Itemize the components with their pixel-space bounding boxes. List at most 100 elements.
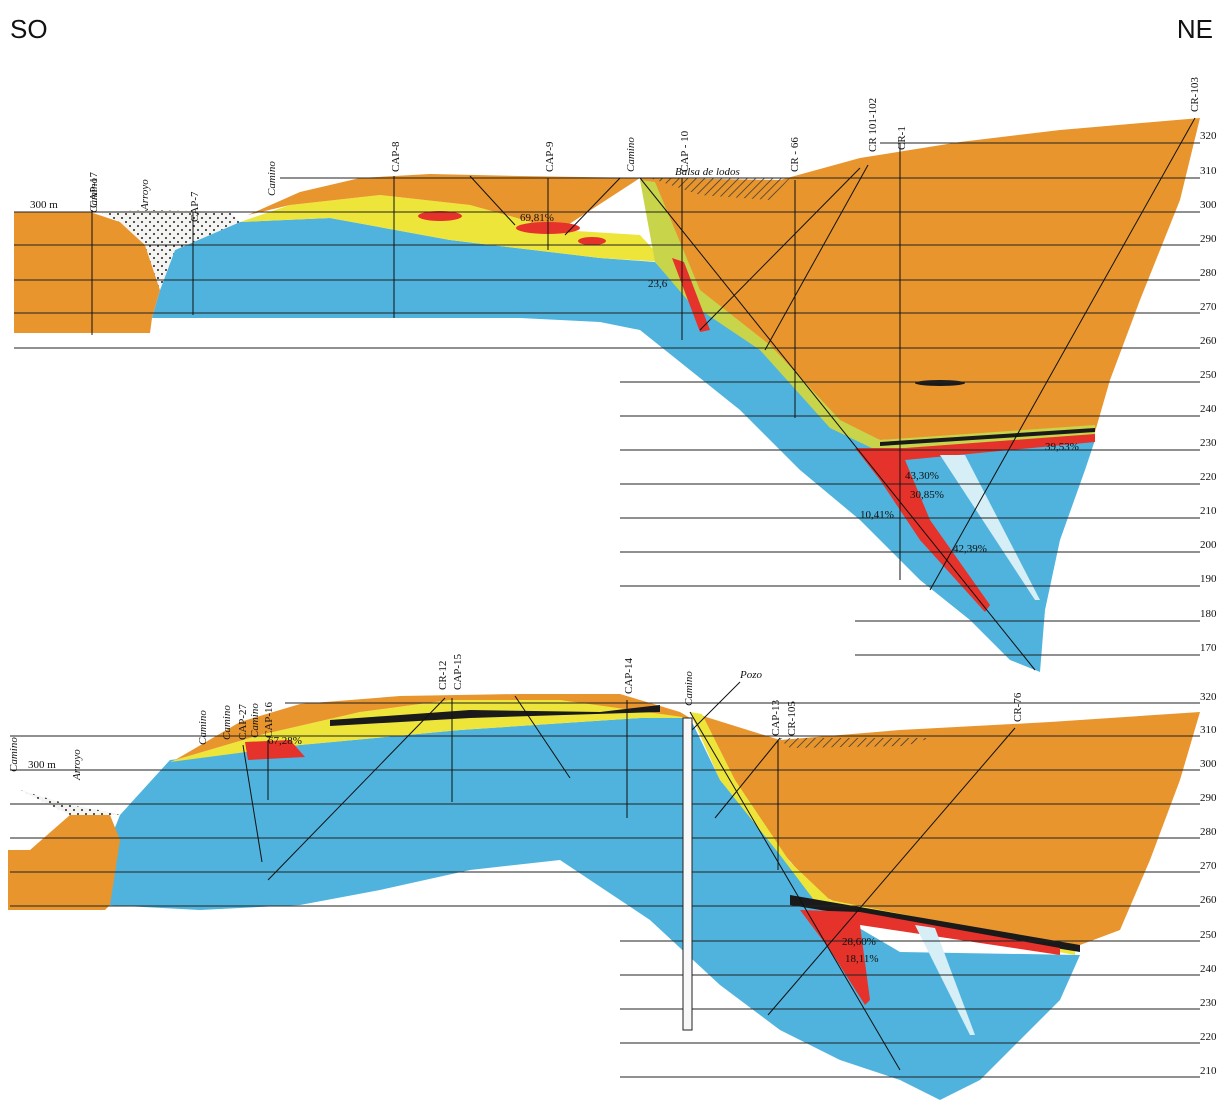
drillhole-label: CR - 66: [789, 137, 801, 172]
place-label: Camino: [197, 710, 209, 745]
drillhole-label: CR 101-102: [867, 98, 879, 152]
top-cross-section: 320 310 300 290 280 270 260 250 240 230 …: [14, 77, 1217, 672]
elevation-label: 190: [1200, 573, 1217, 585]
orange-unit-hill: [175, 694, 690, 760]
pale-vein: [915, 925, 975, 1035]
elevation-label: 300: [1200, 758, 1217, 770]
place-label: Camino: [625, 137, 637, 172]
elevation-label: 310: [1200, 165, 1217, 177]
grade-label: 28,60%: [842, 936, 876, 948]
elevation-label: 280: [1200, 826, 1217, 838]
elevation-labels-bottom: 320 310 300 290 280 270 260 250 240 230 …: [1200, 691, 1217, 1077]
place-label: Arroyo: [139, 179, 151, 211]
drillhole-labels-top: CAP-17 CAP-7 CAP-8 CAP-9 CAP - 10 CR - 6…: [88, 77, 1201, 222]
elevation-label: 240: [1200, 963, 1217, 975]
grade-label: 67,28%: [268, 735, 302, 747]
grade-label: 10,41%: [860, 509, 894, 521]
black-seam: [880, 428, 1095, 446]
black-seam: [330, 705, 660, 726]
elevation-label: 230: [1200, 437, 1217, 449]
well-shaft: [682, 717, 693, 1031]
black-seam: [790, 895, 1080, 952]
elevation-lines-bottom: [10, 702, 1200, 1078]
place-label: Pozo: [739, 669, 763, 681]
place-label: Camino: [221, 705, 233, 740]
drillhole-label: CAP-13: [770, 699, 782, 736]
place-label: Camino: [8, 737, 20, 772]
alluvium-dotted: [20, 790, 120, 815]
place-label: Balsa de lodos: [675, 166, 740, 178]
drillhole-label: CAP-14: [623, 657, 635, 694]
black-lens: [915, 380, 965, 386]
elevation-label: 240: [1200, 403, 1217, 415]
elevation-label: 300: [1200, 199, 1217, 211]
place-label: Camino: [266, 161, 278, 196]
drillhole-label: CAP-7: [189, 191, 201, 222]
tailings-pond-hatch: [778, 738, 930, 748]
elevation-label: 310: [1200, 724, 1217, 736]
place-label: Camino: [249, 703, 261, 738]
drillhole-label: CR-1: [896, 126, 908, 150]
elevation-label: 320: [1200, 691, 1217, 703]
grade-label: 18,11%: [845, 953, 879, 965]
elevation-label: 220: [1200, 1031, 1217, 1043]
red-lens: [418, 211, 462, 221]
elevation-label: 260: [1200, 335, 1217, 347]
elevation-label: 210: [1200, 1065, 1217, 1077]
elevation-lines-top: [14, 142, 1200, 656]
elevation-label: 290: [1200, 233, 1217, 245]
grade-label: 69,81%: [520, 212, 554, 224]
place-label: Camino: [683, 671, 695, 706]
direction-label-southwest: SO: [10, 14, 48, 44]
drillhole-labels-bottom: CAP-27 CAP-16 CR-12 CAP-15 CAP-14 CAP-13…: [237, 653, 1024, 740]
drillhole-label: CR-12: [437, 661, 449, 690]
place-labels-top: Camino Arroyo Camino Camino Balsa de lod…: [88, 137, 740, 213]
elevation-label: 290: [1200, 792, 1217, 804]
drillhole-label: CR-105: [786, 701, 798, 736]
scale-label: 300 m: [28, 759, 56, 771]
yellow-fault-band: [690, 712, 1075, 955]
drillhole-label: CAP-15: [452, 653, 464, 690]
elevation-label: 270: [1200, 301, 1217, 313]
bottom-cross-section: 320 310 300 290 280 270 260 250 240 230 …: [8, 653, 1217, 1100]
orange-unit-hill: [248, 174, 640, 230]
drillhole-label: CAP-9: [544, 141, 556, 172]
drillhole-label: CR-76: [1012, 692, 1024, 722]
place-labels-bottom: Camino Arroyo Camino Camino Camino Camin…: [8, 669, 763, 781]
elevation-label: 270: [1200, 860, 1217, 872]
elevation-label: 180: [1200, 608, 1217, 620]
alluvium-dotted: [100, 210, 240, 290]
elevation-labels-top: 320 310 300 290 280 270 260 250 240 230 …: [1200, 130, 1217, 654]
elevation-label: 220: [1200, 471, 1217, 483]
red-ore-body: [800, 910, 1060, 1005]
orange-unit-left: [14, 212, 160, 333]
elevation-label: 230: [1200, 997, 1217, 1009]
scale-label: 300 m: [30, 199, 58, 211]
grade-labels-bottom: 67,28% 28,60% 18,11%: [268, 735, 879, 965]
red-ore-body: [855, 434, 1095, 612]
elevation-label: 200: [1200, 539, 1217, 551]
drillhole-label: CAP-8: [390, 141, 402, 172]
place-label: Arroyo: [71, 749, 83, 781]
drillhole-label: CR-103: [1189, 77, 1201, 112]
drillholes-top: [91, 117, 1196, 671]
direction-label-northeast: NE: [1176, 14, 1213, 44]
drillholes-bottom: [242, 681, 1016, 1071]
grade-label: 43,30%: [905, 470, 939, 482]
grade-labels-top: 69,81% 23,6 43,30% 30,85% 10,41% 42,39% …: [520, 212, 1079, 555]
drillhole-label: CAP - 10: [679, 130, 691, 172]
red-lens: [245, 740, 305, 760]
elevation-label: 280: [1200, 267, 1217, 279]
elevation-label: 320: [1200, 130, 1217, 142]
elevation-label: 210: [1200, 505, 1217, 517]
red-lens: [578, 237, 606, 245]
drillhole-label: CAP-27: [237, 703, 249, 740]
grade-label: 30,85%: [910, 489, 944, 501]
basement-blue-unit: [105, 718, 1080, 1100]
yellow-unit-upper: [170, 700, 690, 762]
yellow-fault-band: [640, 180, 1095, 452]
elevation-label: 260: [1200, 894, 1217, 906]
tailings-pond-hatch: [650, 178, 790, 200]
